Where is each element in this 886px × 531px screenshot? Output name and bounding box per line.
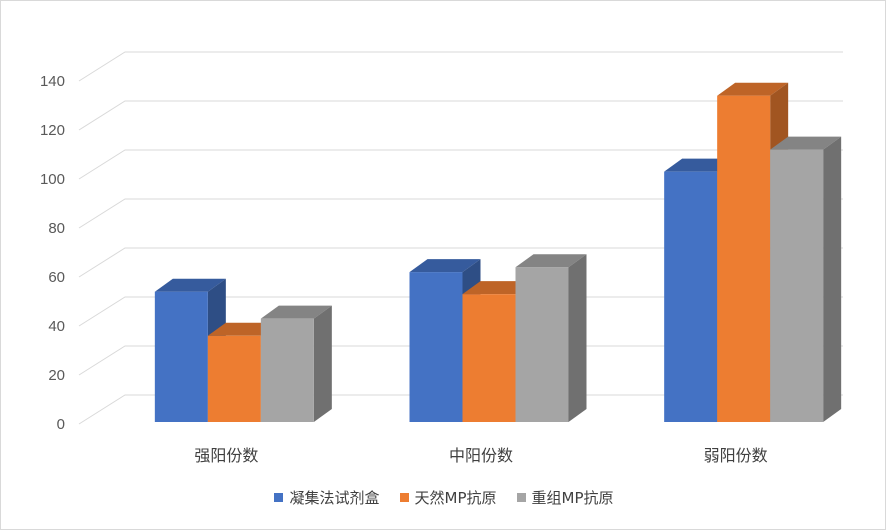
bar-side: [313, 305, 332, 422]
y-tick-label: 60: [48, 269, 65, 286]
legend: 凝集法试剂盒 天然MP抗原 重组MP抗原: [1, 487, 886, 508]
bar-top: [515, 254, 587, 268]
legend-swatch-1: [274, 493, 284, 502]
gridline: [78, 394, 843, 425]
bar: [154, 291, 208, 422]
y-tick-label: 40: [48, 318, 65, 335]
legend-label-1: 凝集法试剂盒: [289, 489, 380, 507]
bar-top: [770, 136, 842, 150]
legend-item-1: 凝集法试剂盒: [274, 487, 380, 508]
x-tick-label: 中阳份数: [449, 446, 513, 465]
legend-item-2: 天然MP抗原: [399, 487, 497, 508]
bar: [770, 149, 824, 422]
y-tick-label: 0: [57, 416, 65, 433]
legend-swatch-2: [399, 493, 409, 502]
bar: [462, 294, 516, 422]
gridline: [78, 345, 843, 376]
y-tick-label: 20: [48, 367, 65, 384]
bar: [664, 171, 718, 422]
x-tick-label: 弱阳份数: [704, 446, 768, 465]
bar: [409, 272, 463, 422]
y-tick-label: 140: [40, 73, 65, 90]
legend-label-3: 重组MP抗原: [531, 489, 614, 507]
bar: [260, 318, 314, 422]
bar-side: [568, 254, 587, 422]
gridline: [78, 149, 843, 180]
gridline: [78, 51, 843, 82]
bar-top: [717, 82, 789, 96]
bar: [207, 335, 261, 422]
legend-label-2: 天然MP抗原: [414, 489, 497, 507]
y-tick-label: 120: [40, 122, 65, 139]
bar-top: [154, 278, 226, 292]
bar-side: [823, 136, 842, 422]
y-tick-label: 100: [40, 171, 65, 188]
gridline: [78, 198, 843, 229]
bar-top: [260, 305, 332, 319]
gridline: [78, 100, 843, 131]
gridline: [78, 247, 843, 278]
bar-top: [409, 259, 481, 273]
bar: [515, 267, 569, 422]
bar: [717, 95, 771, 422]
legend-swatch-3: [516, 493, 526, 502]
y-tick-label: 80: [48, 220, 65, 237]
legend-item-3: 重组MP抗原: [516, 487, 614, 508]
x-tick-label: 强阳份数: [194, 446, 258, 465]
gridline: [78, 296, 843, 327]
